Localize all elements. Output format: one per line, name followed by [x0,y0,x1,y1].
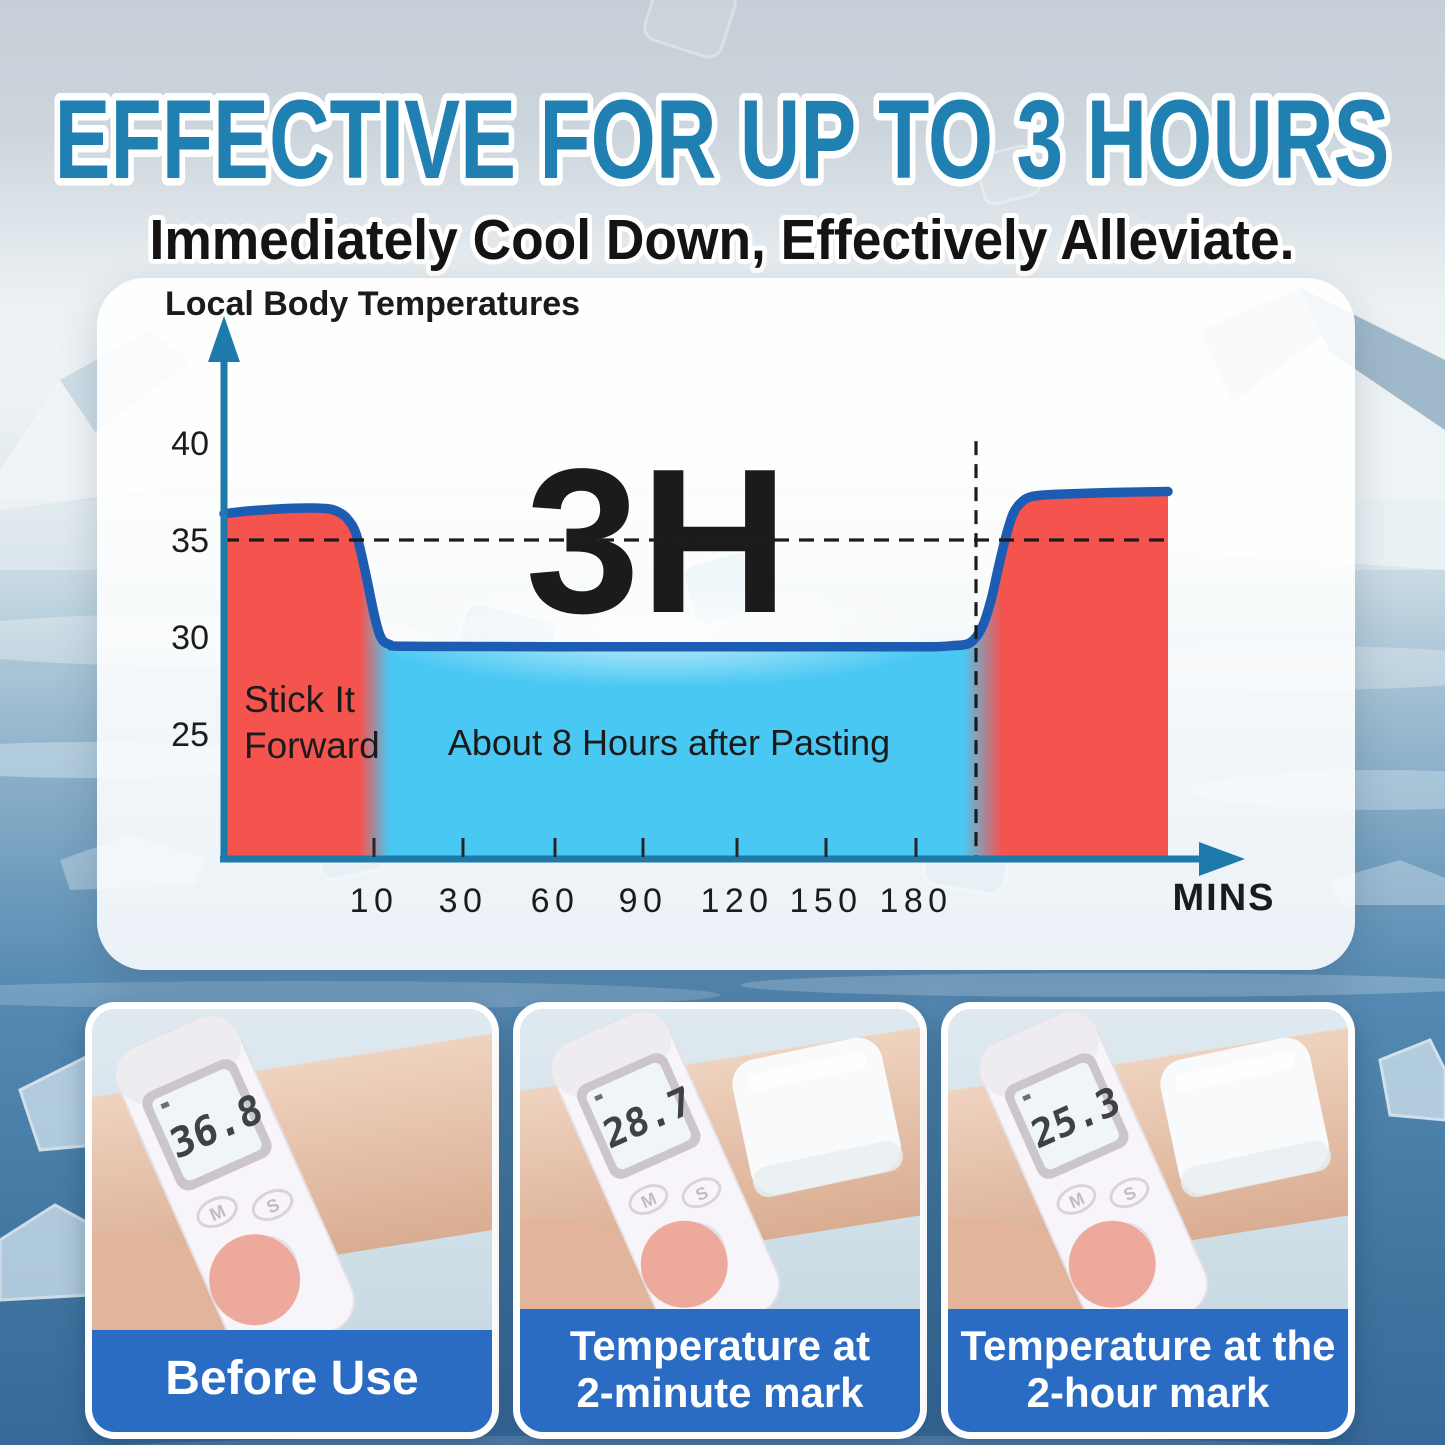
photo-card-before-use: 36.8 M S Before Use [85,1002,499,1439]
y-tick-label: 35 [171,522,209,560]
caption-line: Before Use [165,1352,419,1406]
blue-zone-label: About 8 Hours after Pasting [448,722,890,763]
page-title: EFFECTIVE FOR UP TO 3 HOURS [55,77,1390,202]
headline-block: EFFECTIVE FOR UP TO 3 HOURS Immediately … [47,70,1397,278]
photo-card-2-hour: 25.3 M S Temperature at the 2-hour mark [941,1002,1355,1439]
x-axis-unit-label: MINS [1173,877,1276,919]
red-zone-label-line2: Forward [244,725,380,766]
result-cards: 36.8 M S Before Use [85,1002,1355,1439]
s-button [1109,1177,1150,1209]
x-tick-label: 10 [350,882,399,920]
m-button [1056,1184,1097,1215]
x-tick-label: 150 [789,882,862,920]
chart-panel: 3H 10 30 60 90 120 150 180 40 35 30 25 Local Body … [97,278,1355,970]
caption-line: 2-minute mark [576,1368,864,1416]
photo-caption: Temperature at the 2-hour mark [948,1308,1348,1432]
caption-line: 2-hour mark [1026,1368,1270,1416]
thermometer-photo-illustration: 28.7 M S [520,1009,920,1309]
fingertip [640,1220,728,1308]
lcd-screen [152,1069,262,1181]
chart-area-fills [224,491,1168,897]
x-tick-label: 90 [619,882,668,920]
x-tick-label: 60 [531,882,580,920]
x-tick-label: 180 [879,882,952,920]
page-subtitle: Immediately Cool Down, Effectively Allev… [150,208,1295,272]
m-button [196,1195,238,1229]
red-zone-label-line1: Stick It [244,679,356,720]
s-button [681,1177,722,1209]
photo-caption: Before Use [92,1330,492,1432]
thermometer-photo-illustration: 36.8 M S [92,1009,492,1331]
thermometer-photo: 25.3 M S [948,1009,1348,1309]
lcd-screen [1014,1062,1119,1170]
fingertip [209,1234,301,1326]
fingertip [1068,1220,1156,1308]
lcd-screen [586,1062,691,1170]
x-tick-label: 30 [439,882,488,920]
cooling-patch [732,1037,903,1198]
photo-caption: Temperature at 2-minute mark [520,1308,920,1432]
thermometer-photo: 28.7 M S [520,1009,920,1309]
s-button [251,1188,294,1222]
y-tick-label: 30 [171,619,209,657]
caption-line: Temperature at [569,1321,871,1369]
temperature-curve [219,486,1173,652]
x-tick-label: 120 [700,882,773,920]
cooling-patch [1160,1037,1331,1198]
m-button [628,1184,669,1215]
thermometer-photo: 36.8 M S [92,1009,492,1331]
photo-card-2-minute: 28.7 M S Temperature at 2-minute mark [513,1002,927,1439]
y-tick-label: 25 [171,716,209,754]
thermometer-photo-illustration: 25.3 M S [948,1009,1348,1309]
x-axis-arrow [1199,842,1245,876]
svg-text:M: M [207,1201,229,1225]
chart-axes-and-curve: 10 30 60 90 120 150 180 40 35 30 25 [171,316,1245,920]
y-tick-label: 40 [171,425,209,463]
y-axis-arrow [208,316,240,362]
caption-line: Temperature at the [960,1321,1336,1369]
y-axis-title: Local Body Temperatures [165,285,580,323]
